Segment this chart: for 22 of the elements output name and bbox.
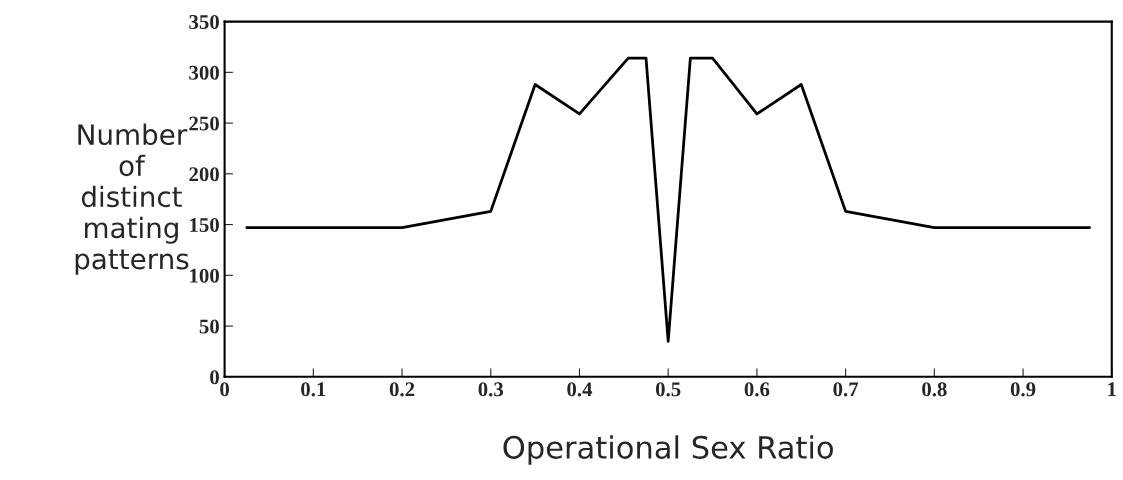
x-tick-label: 0.9 [1010, 382, 1036, 397]
y-tick-label: 300 [189, 65, 219, 80]
y-tick-label: 100 [190, 268, 219, 283]
x-tick-label: 0.2 [389, 382, 415, 397]
x-tick-label: 0.3 [478, 382, 504, 397]
y-axis-title: Number of distinct mating patterns [75, 123, 189, 275]
x-tick-label: 0.5 [655, 382, 681, 397]
line-series [245, 56, 1091, 343]
x-axis-title: Operational Sex Ratio [503, 435, 833, 465]
y-tick-label: 0 [210, 370, 219, 385]
x-tick-label: 0.4 [567, 382, 593, 397]
x-tick-label: 0.8 [922, 382, 947, 397]
x-tick-label: 0.6 [744, 382, 770, 397]
x-tick-label: 0.7 [833, 382, 859, 397]
y-tick-label: 250 [189, 116, 219, 131]
y-tick-label: 50 [199, 319, 219, 334]
x-tick-label: 0 [220, 382, 230, 397]
x-tick-label: 1 [1108, 382, 1116, 397]
y-tick-label: 350 [189, 14, 219, 30]
y-tick-label: 150 [190, 217, 219, 232]
x-tick-label: 0.1 [301, 382, 326, 397]
y-tick-label: 200 [189, 167, 219, 182]
